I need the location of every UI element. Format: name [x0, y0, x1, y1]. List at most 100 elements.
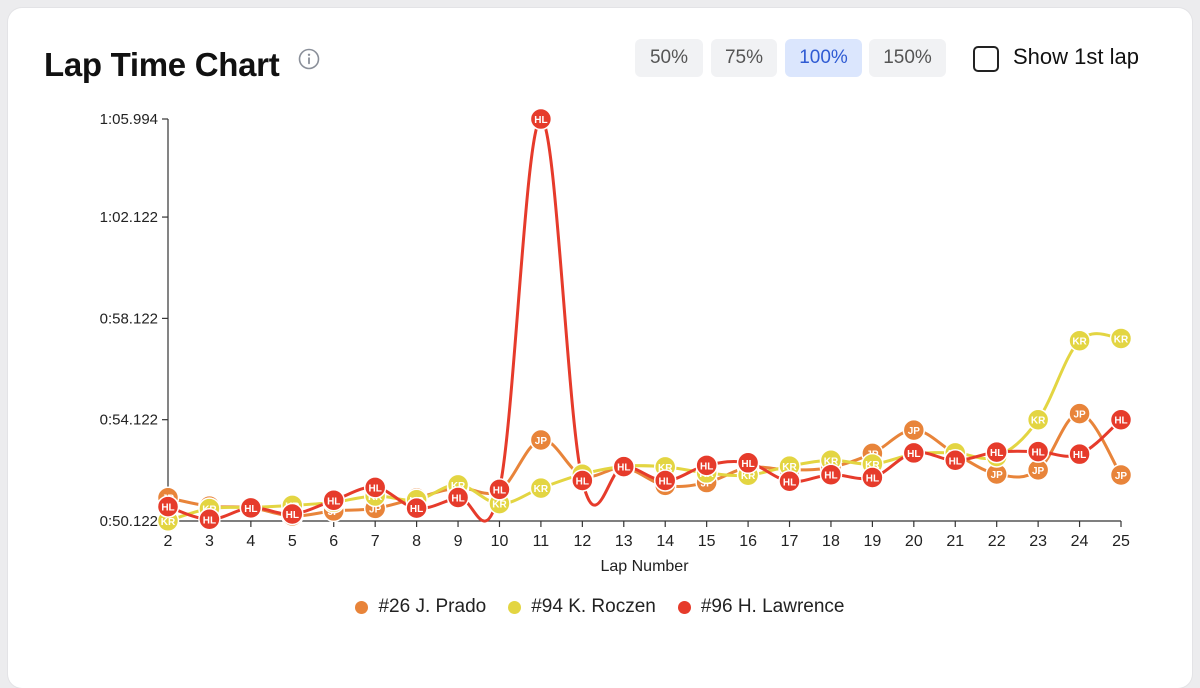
data-point-hl: HL [819, 463, 843, 486]
legend-item[interactable]: #26 J. Prado [355, 596, 486, 618]
y-tick-label: 1:05.994 [100, 111, 158, 128]
zoom-75-button[interactable]: 75% [711, 39, 777, 77]
data-point-label: HL [576, 477, 589, 488]
x-tick-label: 13 [615, 533, 633, 550]
x-tick-label: 25 [1112, 533, 1130, 550]
data-point-label: HL [741, 459, 754, 470]
x-tick-label: 14 [656, 533, 674, 550]
data-point-label: HL [451, 493, 464, 504]
chart-legend: #26 J. Prado #94 K. Roczen #96 H. Lawrence [8, 596, 1192, 618]
data-point-marker [902, 418, 926, 442]
data-point-hl: HL [1026, 440, 1050, 463]
show-first-lap-label[interactable]: Show 1st lap [1013, 44, 1139, 69]
data-point-label: HL [700, 461, 713, 472]
data-point-marker [985, 440, 1008, 464]
x-tick-label: 15 [698, 533, 716, 550]
legend-item[interactable]: #94 K. Roczen [508, 596, 656, 618]
x-tick-label: 6 [329, 533, 338, 550]
data-point-label: HL [949, 456, 962, 467]
y-tick-label: 0:54.122 [100, 412, 158, 429]
data-point-label: KR [824, 456, 839, 467]
x-tick-label: 11 [533, 533, 550, 550]
x-tick-label: 2 [164, 533, 173, 550]
info-circle-icon[interactable] [298, 48, 320, 70]
zoom-100-button[interactable]: 100% [785, 39, 862, 77]
data-point-hl: HL [488, 478, 511, 501]
x-axis-label: Lap Number [600, 558, 689, 575]
data-point-hl: HL [363, 476, 387, 499]
data-point-label: KR [782, 462, 797, 473]
data-point-hl: HL [405, 496, 428, 520]
data-point-label: KR [161, 517, 176, 528]
data-point-label: HL [369, 483, 382, 494]
x-tick-label: 7 [371, 533, 380, 550]
legend-label: #96 H. Lawrence [700, 596, 845, 617]
data-point-marker [819, 463, 843, 486]
data-point-label: HL [866, 473, 879, 484]
data-point-hl: HL [446, 486, 470, 509]
data-point-marker [529, 428, 553, 452]
data-point-label: KR [534, 484, 549, 495]
data-point-label: HL [659, 477, 672, 488]
data-point-label: JP [1115, 471, 1128, 482]
legend-label: #26 J. Prado [378, 596, 487, 617]
data-point-marker [1026, 440, 1050, 463]
data-point-jp: JP [1109, 463, 1133, 487]
series-line-hl [167, 117, 1122, 523]
data-point-marker [1068, 442, 1091, 466]
chart-title: Lap Time Chart [44, 46, 280, 83]
show-first-lap-checkbox[interactable] [973, 46, 999, 72]
data-point-label: HL [990, 448, 1003, 459]
data-point-marker [1109, 408, 1133, 431]
data-point-marker [944, 449, 967, 472]
data-point-label: HL [1031, 448, 1044, 459]
x-tick-label: 5 [288, 533, 297, 550]
data-point-hl: HL [322, 489, 345, 512]
legend-item[interactable]: #96 H. Lawrence [677, 596, 845, 618]
data-point-label: HL [783, 477, 796, 488]
zoom-50-button[interactable]: 50% [635, 39, 703, 77]
data-point-hl: HL [1068, 442, 1091, 466]
data-point-kr: KR [1026, 408, 1050, 431]
data-point-label: HL [203, 515, 216, 526]
data-point-label: JP [369, 504, 382, 515]
data-point-hl: HL [695, 454, 718, 477]
x-tick-label: 16 [739, 533, 757, 550]
zoom-150-button[interactable]: 150% [869, 39, 946, 77]
data-point-marker [653, 469, 677, 492]
data-point-label: HL [1114, 416, 1127, 427]
data-point-hl: HL [612, 455, 636, 478]
data-point-hl: HL [653, 469, 677, 492]
x-tick-label: 12 [573, 533, 591, 550]
data-point-marker [736, 451, 760, 475]
data-point-marker [446, 486, 470, 509]
data-point-label: JP [535, 436, 548, 447]
data-point-label: HL [410, 504, 423, 515]
data-point-marker [571, 469, 594, 492]
data-point-kr: KR [529, 476, 553, 500]
data-point-label: KR [741, 471, 756, 482]
data-point-marker [405, 496, 428, 520]
data-point-jp: JP [902, 418, 926, 442]
data-point-marker [902, 441, 926, 465]
data-point-marker [488, 478, 511, 501]
data-point-marker [363, 476, 387, 499]
legend-marker [677, 600, 691, 614]
data-point-marker [1109, 327, 1133, 350]
x-tick-label: 18 [822, 533, 840, 550]
data-point-label: JP [1032, 466, 1045, 477]
series-line-kr [167, 332, 1122, 523]
lap-time-chart: 0:50.122 0:54.122 0:58.122 1:02.122 1:05.994… [100, 107, 1133, 575]
data-point-marker [198, 508, 221, 531]
data-point-label: JP [991, 470, 1004, 481]
data-point-marker [612, 455, 636, 478]
data-point-marker [1068, 329, 1091, 352]
data-point-hl: HL [778, 470, 801, 493]
y-tick-label: 1:02.122 [100, 209, 158, 226]
data-point-marker [695, 454, 718, 477]
x-tick-label: 22 [988, 533, 1006, 550]
data-point-marker [529, 476, 553, 500]
data-point-label: KR [1114, 334, 1129, 345]
legend-marker [355, 600, 369, 614]
x-tick-label: 24 [1071, 533, 1089, 550]
